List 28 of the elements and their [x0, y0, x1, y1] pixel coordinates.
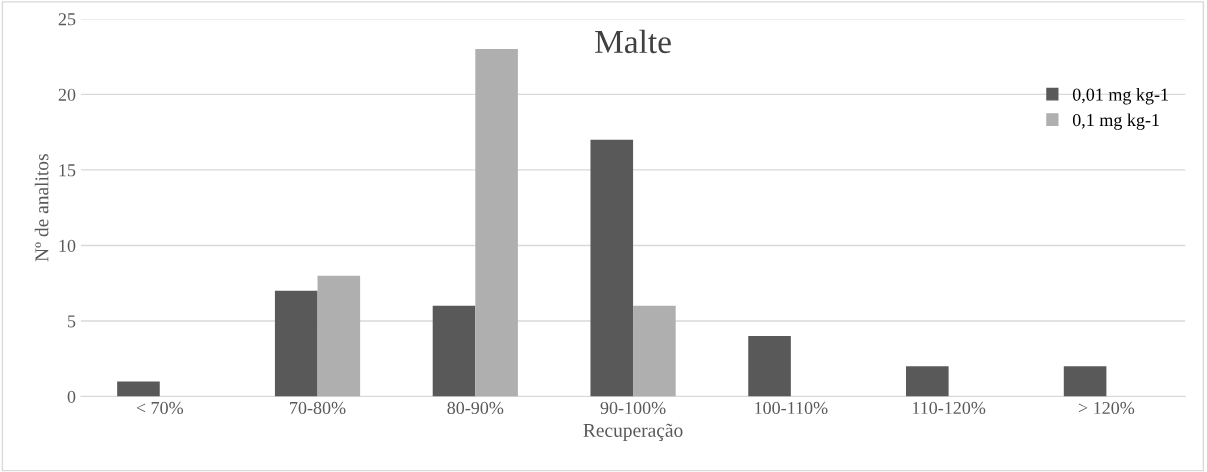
- bar: [475, 49, 518, 397]
- y-tick-label: 10: [59, 239, 76, 252]
- y-tick-label: 25: [58, 13, 76, 26]
- legend-label: 0,1 mg kg-1: [1072, 113, 1159, 130]
- bar: [1063, 366, 1107, 397]
- bar: [117, 381, 160, 397]
- legend-label: 0,01 mg kg-1: [1072, 87, 1168, 105]
- x-tick-label: 90-100%: [600, 401, 666, 415]
- bar: [432, 305, 476, 397]
- bar: [274, 290, 318, 397]
- bar: [317, 275, 361, 397]
- x-tick-label: 100-110%: [755, 401, 828, 415]
- x-tick-label: < 70%: [136, 401, 184, 415]
- x-tick-label: 80-90%: [447, 401, 504, 415]
- y-tick-label: 5: [68, 315, 76, 328]
- bar: [906, 366, 949, 397]
- y-tick-label: 15: [59, 164, 76, 177]
- bar: [633, 305, 676, 397]
- y-tick-label: 0: [67, 390, 76, 403]
- x-tick-label: > 120%: [1078, 401, 1135, 415]
- bar: [748, 336, 791, 397]
- x-axis-title: Recuperação: [583, 423, 683, 441]
- bar: [590, 139, 634, 397]
- x-tick-label: 70-80%: [290, 401, 346, 415]
- y-axis-title: Nº de analitos: [34, 154, 49, 262]
- chart-title: Malte: [595, 29, 671, 54]
- y-tick-label: 20: [58, 88, 76, 101]
- x-tick-label: 110-120%: [912, 401, 986, 415]
